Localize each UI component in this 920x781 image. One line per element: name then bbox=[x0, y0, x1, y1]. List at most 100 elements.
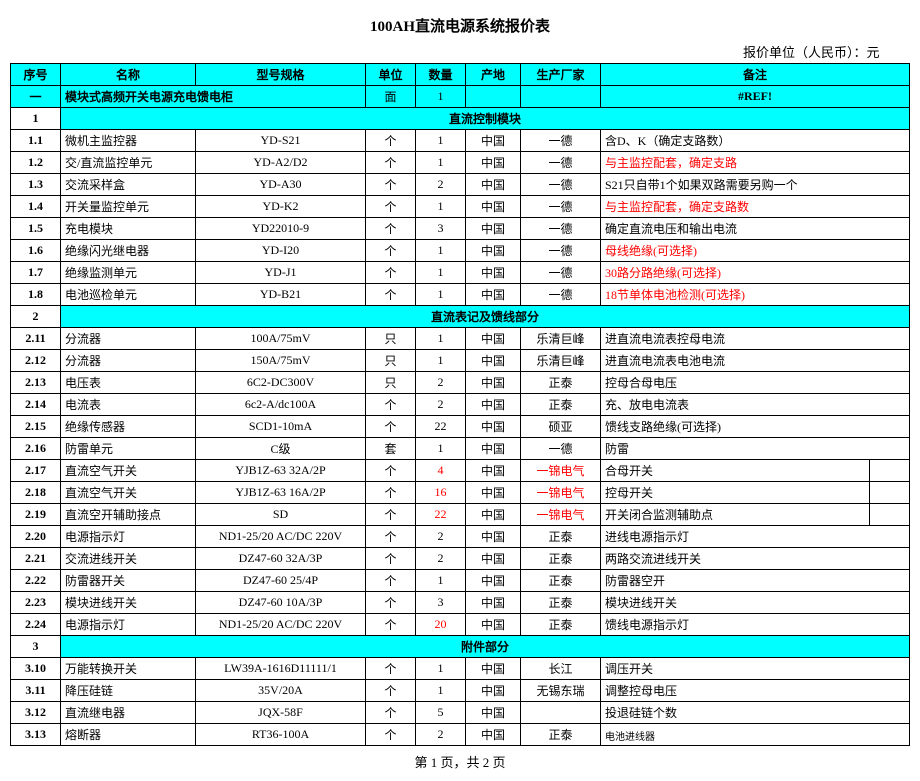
row-unit: 个 bbox=[366, 592, 416, 614]
row-mfr: 一锦电气 bbox=[521, 482, 601, 504]
row-origin: 中国 bbox=[466, 658, 521, 680]
column-header: 序号 bbox=[11, 64, 61, 86]
row-idx: 2.17 bbox=[11, 460, 61, 482]
row-unit: 个 bbox=[366, 702, 416, 724]
row-remark: 控母合母电压 bbox=[601, 372, 910, 394]
row-remark: S21只自带1个如果双路需要另购一个 bbox=[601, 174, 910, 196]
row-qty: 1 bbox=[416, 196, 466, 218]
row-name: 绝缘监测单元 bbox=[61, 262, 196, 284]
row-idx: 3.10 bbox=[11, 658, 61, 680]
row-idx: 1.4 bbox=[11, 196, 61, 218]
row-idx: 1.5 bbox=[11, 218, 61, 240]
row-qty: 2 bbox=[416, 548, 466, 570]
table-row: 1.2交/直流监控单元YD-A2/D2个1中国一德与主监控配套，确定支路 bbox=[11, 152, 910, 174]
row-origin: 中国 bbox=[466, 438, 521, 460]
row-mfr: 一锦电气 bbox=[521, 460, 601, 482]
row-remark: 调整控母电压 bbox=[601, 680, 910, 702]
column-header: 产地 bbox=[466, 64, 521, 86]
row-unit: 只 bbox=[366, 328, 416, 350]
table-row: 1.1微机主监控器YD-S21个1中国一德含D、K（确定支路数） bbox=[11, 130, 910, 152]
page-title: 100AH直流电源系统报价表 bbox=[11, 10, 910, 40]
row-name: 模块进线开关 bbox=[61, 592, 196, 614]
row-idx: 1.8 bbox=[11, 284, 61, 306]
row-mfr: 正泰 bbox=[521, 394, 601, 416]
table-row: 1.5充电模块YD22010-9个3中国一德确定直流电压和输出电流 bbox=[11, 218, 910, 240]
row-unit: 个 bbox=[366, 724, 416, 746]
section-idx: 1 bbox=[11, 108, 61, 130]
row-idx: 2.12 bbox=[11, 350, 61, 372]
row-remark: 馈线电源指示灯 bbox=[601, 614, 910, 636]
row-origin: 中国 bbox=[466, 394, 521, 416]
row-model: YD-B21 bbox=[196, 284, 366, 306]
row-remark: 确定直流电压和输出电流 bbox=[601, 218, 910, 240]
row-model: YJB1Z-63 32A/2P bbox=[196, 460, 366, 482]
row-model: YJB1Z-63 16A/2P bbox=[196, 482, 366, 504]
row-unit: 个 bbox=[366, 240, 416, 262]
row-qty: 2 bbox=[416, 526, 466, 548]
row-origin: 中国 bbox=[466, 284, 521, 306]
row-unit: 个 bbox=[366, 526, 416, 548]
table-row: 2.15绝缘传感器SCD1-10mA个22中国硕亚馈线支路绝缘(可选择) bbox=[11, 416, 910, 438]
row-idx: 2.18 bbox=[11, 482, 61, 504]
table-row: 3.13熔断器RT36-100A个2中国正泰电池进线器 bbox=[11, 724, 910, 746]
row-qty: 2 bbox=[416, 174, 466, 196]
column-header: 型号规格 bbox=[196, 64, 366, 86]
row-remark: 30路分路绝缘(可选择) bbox=[601, 262, 910, 284]
row-model: YD-I20 bbox=[196, 240, 366, 262]
table-row: 1.6绝缘闪光继电器YD-I20个1中国一德母线绝缘(可选择) bbox=[11, 240, 910, 262]
row-idx: 2.21 bbox=[11, 548, 61, 570]
table-row: 2.17直流空气开关YJB1Z-63 32A/2P个4中国一锦电气合母开关 bbox=[11, 460, 910, 482]
row-model: JQX-58F bbox=[196, 702, 366, 724]
table-row: 3.10万能转换开关LW39A-1616D11111/1个1中国长江调压开关 bbox=[11, 658, 910, 680]
row-qty: 1 bbox=[416, 152, 466, 174]
table-row: 2.11分流器100A/75mV只1中国乐清巨峰进直流电流表控母电流 bbox=[11, 328, 910, 350]
table-row: 2.20电源指示灯ND1-25/20 AC/DC 220V个2中国正泰进线电源指… bbox=[11, 526, 910, 548]
row-unit: 个 bbox=[366, 548, 416, 570]
row-name: 交流进线开关 bbox=[61, 548, 196, 570]
row-name: 分流器 bbox=[61, 328, 196, 350]
row-model: SD bbox=[196, 504, 366, 526]
row-qty: 2 bbox=[416, 724, 466, 746]
column-header: 名称 bbox=[61, 64, 196, 86]
table-row: 2.16防雷单元C级套1中国一德防雷 bbox=[11, 438, 910, 460]
row-name: 直流空开辅助接点 bbox=[61, 504, 196, 526]
row-mfr: 正泰 bbox=[521, 724, 601, 746]
row-idx: 2.20 bbox=[11, 526, 61, 548]
row-origin: 中国 bbox=[466, 262, 521, 284]
section-idx: 2 bbox=[11, 306, 61, 328]
page-footer: 第 1 页，共 2 页 bbox=[10, 752, 910, 771]
row-model: YD-K2 bbox=[196, 196, 366, 218]
row-origin: 中国 bbox=[466, 240, 521, 262]
row-model: YD22010-9 bbox=[196, 218, 366, 240]
row-name: 交/直流监控单元 bbox=[61, 152, 196, 174]
section-label: 直流表记及馈线部分 bbox=[61, 306, 910, 328]
row-model: DZ47-60 10A/3P bbox=[196, 592, 366, 614]
row-name: 分流器 bbox=[61, 350, 196, 372]
row-remark: 合母开关 bbox=[601, 460, 870, 482]
row-idx: 2.24 bbox=[11, 614, 61, 636]
row-qty: 22 bbox=[416, 504, 466, 526]
row-mfr: 一锦电气 bbox=[521, 504, 601, 526]
row-qty: 1 bbox=[416, 570, 466, 592]
row-mfr: 乐清巨峰 bbox=[521, 350, 601, 372]
row-origin: 中国 bbox=[466, 416, 521, 438]
row-model: 100A/75mV bbox=[196, 328, 366, 350]
row-model: 35V/20A bbox=[196, 680, 366, 702]
row-model: C级 bbox=[196, 438, 366, 460]
row-origin: 中国 bbox=[466, 350, 521, 372]
row-origin: 中国 bbox=[466, 724, 521, 746]
row-mfr: 乐清巨峰 bbox=[521, 328, 601, 350]
row-name: 降压硅链 bbox=[61, 680, 196, 702]
row-mfr: 正泰 bbox=[521, 548, 601, 570]
row-mfr: 一德 bbox=[521, 240, 601, 262]
row-name: 直流空气开关 bbox=[61, 460, 196, 482]
row-remark: 防雷器空开 bbox=[601, 570, 910, 592]
row-origin: 中国 bbox=[466, 680, 521, 702]
row-name: 开关量监控单元 bbox=[61, 196, 196, 218]
table-row: 2.13电压表6C2-DC300V只2中国正泰控母合母电压 bbox=[11, 372, 910, 394]
row-idx: 3.13 bbox=[11, 724, 61, 746]
table-row: 2.23模块进线开关DZ47-60 10A/3P个3中国正泰模块进线开关 bbox=[11, 592, 910, 614]
row-name: 电压表 bbox=[61, 372, 196, 394]
row-unit: 个 bbox=[366, 196, 416, 218]
row-mfr: 一德 bbox=[521, 218, 601, 240]
